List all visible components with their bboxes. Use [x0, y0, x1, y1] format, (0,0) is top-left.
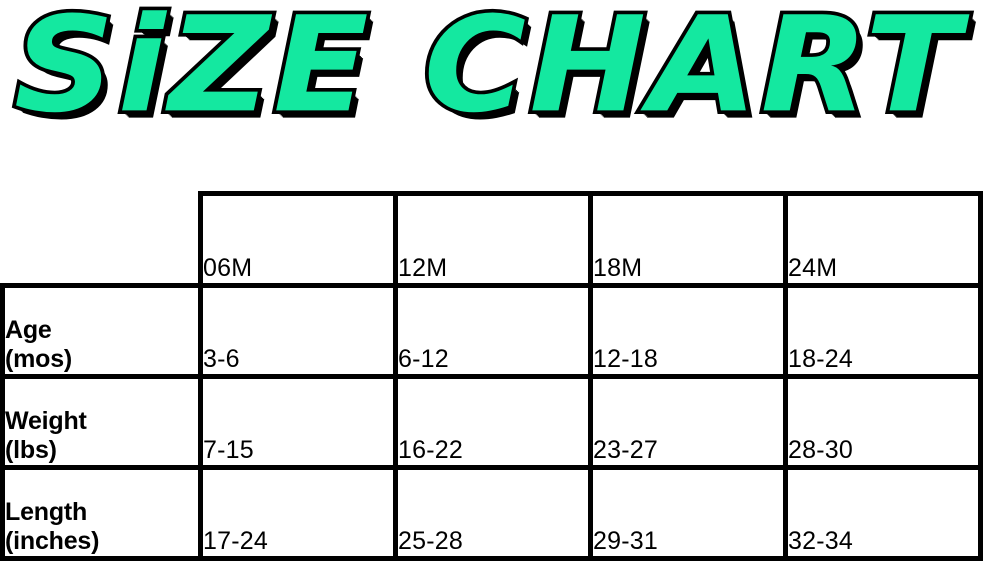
row-header-weight-unit: (lbs): [5, 436, 57, 464]
table-header: 06M 12M 18M 24M: [2, 191, 983, 288]
cell-weight-06m: 7-15: [198, 376, 396, 470]
cell-length-12m: 25-28: [393, 467, 591, 561]
row-header-weight-name: Weight: [5, 407, 87, 435]
cell-age-12m: 6-12: [393, 283, 591, 379]
row-header-length: Length (inches): [0, 467, 203, 561]
table-corner-cell: [2, 193, 201, 286]
table-row-length: Length (inches) 17-24 25-28 29-31 32-34: [0, 467, 983, 561]
row-header-age-name: Age: [5, 316, 52, 344]
row-header-length-name: Length: [5, 498, 88, 526]
table-row-age: Age (mos) 3-6 6-12 12-18 18-24: [0, 283, 983, 379]
cell-weight-18m: 23-27: [588, 376, 786, 470]
row-header-age-unit: (mos): [5, 345, 73, 373]
title-banner: SiZE CHART: [0, 0, 984, 160]
row-header-age: Age (mos): [0, 283, 203, 379]
column-header-18m: 18M: [588, 191, 786, 288]
cell-length-06m: 17-24: [198, 467, 396, 561]
column-header-06m: 06M: [198, 191, 396, 288]
table-body: Age (mos) 3-6 6-12 12-18 18-24 Weight (l…: [0, 283, 983, 561]
table-row-weight: Weight (lbs) 7-15 16-22 23-27 28-30: [0, 376, 983, 470]
size-chart-table: 06M 12M 18M 24M Age (mos) 3-6 6-12 12-18…: [0, 191, 983, 561]
row-header-weight: Weight (lbs): [0, 376, 203, 470]
cell-age-18m: 12-18: [588, 283, 786, 379]
cell-weight-24m: 28-30: [783, 376, 983, 470]
cell-weight-12m: 16-22: [393, 376, 591, 470]
column-header-24m: 24M: [783, 191, 983, 288]
cell-age-24m: 18-24: [783, 283, 983, 379]
cell-length-24m: 32-34: [783, 467, 983, 561]
column-header-12m: 12M: [393, 191, 591, 288]
cell-length-18m: 29-31: [588, 467, 786, 561]
page-title: SiZE CHART: [10, 0, 964, 143]
table-header-row: 06M 12M 18M 24M: [2, 191, 983, 288]
cell-age-06m: 3-6: [198, 283, 396, 379]
row-header-length-unit: (inches): [5, 527, 100, 555]
